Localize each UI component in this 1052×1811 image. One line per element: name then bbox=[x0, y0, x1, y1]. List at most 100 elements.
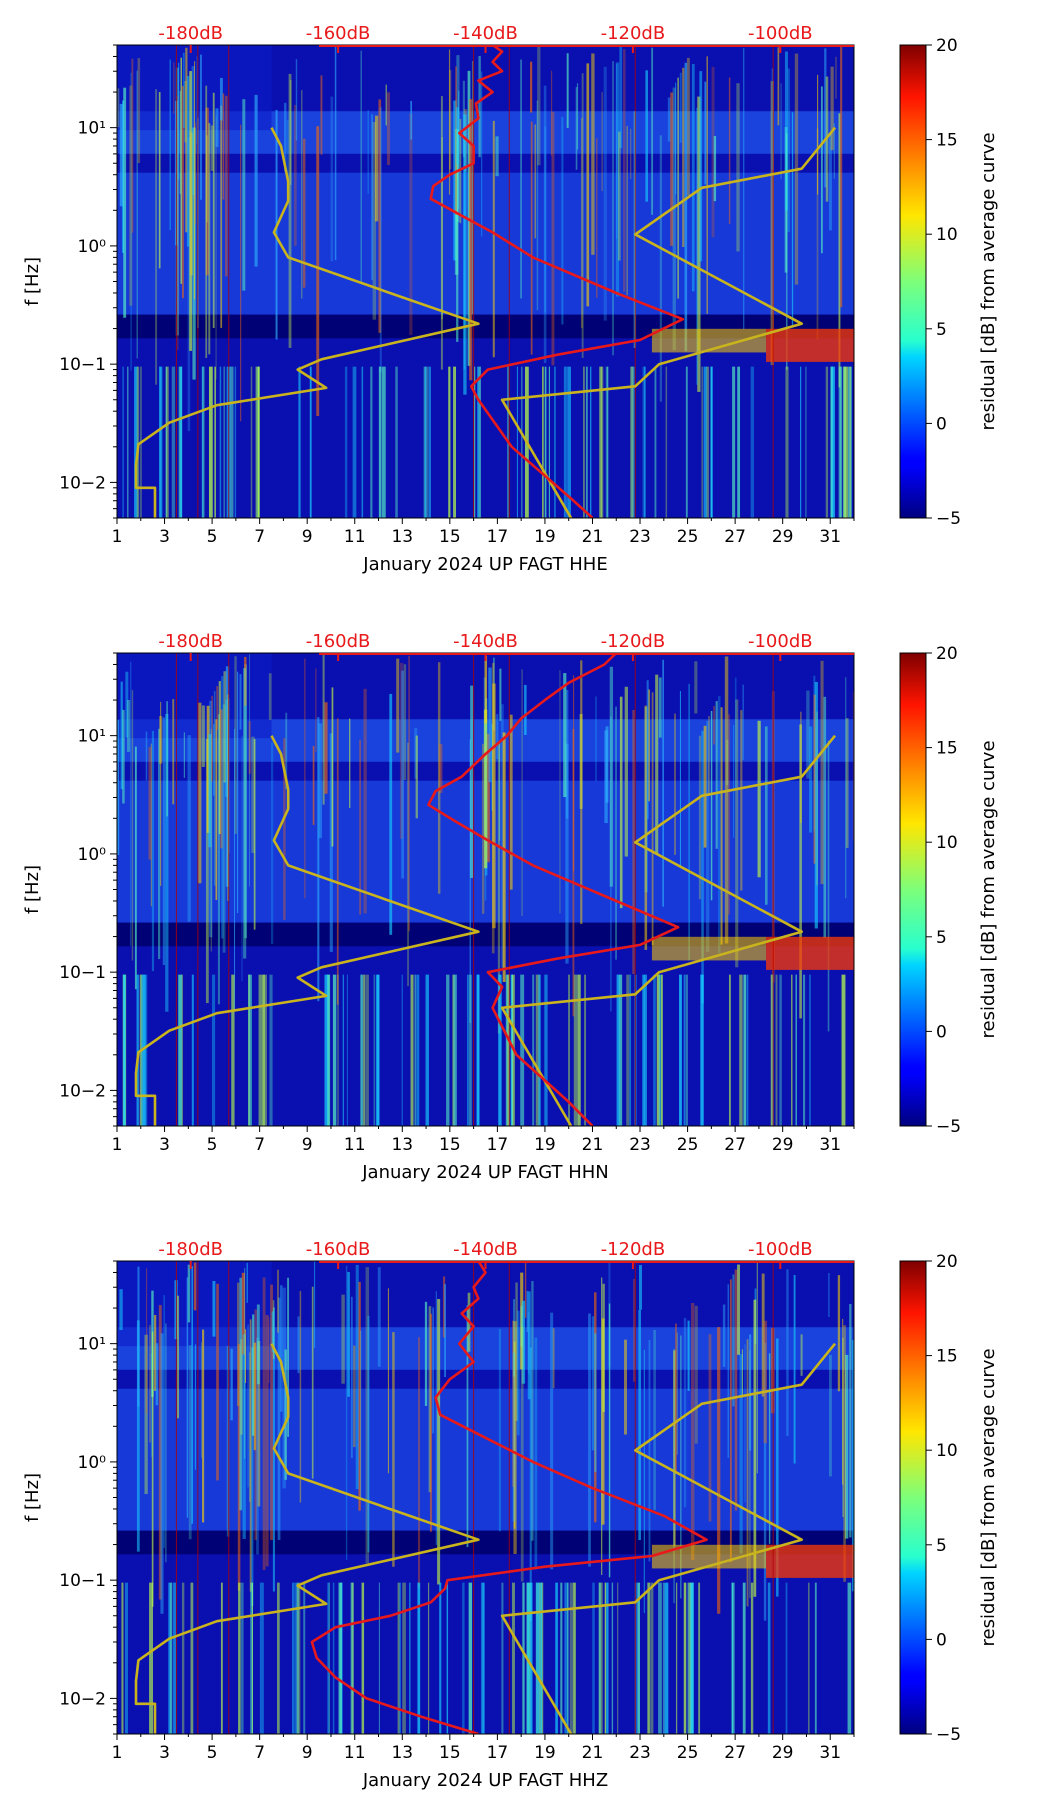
heatmap-streak bbox=[728, 77, 731, 224]
heatmap-streak bbox=[591, 1316, 595, 1451]
heatmap-streak bbox=[448, 49, 451, 195]
heatmap-streak bbox=[544, 126, 547, 313]
heatmap-streak bbox=[708, 1334, 712, 1522]
heatmap-streak bbox=[601, 1318, 605, 1525]
y-tick-label: 10¹ bbox=[78, 727, 106, 747]
heatmap-lowfreq-streak bbox=[642, 366, 645, 518]
heatmap-lowfreq-streak bbox=[173, 1582, 177, 1734]
heatmap-streak bbox=[148, 747, 152, 860]
heatmap-streak bbox=[470, 685, 474, 878]
heatmap-streak bbox=[131, 58, 134, 233]
heatmap-streak bbox=[182, 85, 184, 299]
heatmap-lowfreq-streak bbox=[250, 366, 253, 518]
heatmap-lowfreq-streak bbox=[202, 366, 205, 518]
colorbar-label: residual [dB] from average curve bbox=[978, 132, 999, 430]
heatmap-streak bbox=[194, 122, 196, 224]
heatmap-lowfreq-streak bbox=[402, 1582, 406, 1734]
heatmap-lowfreq-streak bbox=[831, 366, 836, 518]
heatmap-streak bbox=[615, 62, 620, 297]
x-tick-label: 15 bbox=[439, 1135, 461, 1155]
heatmap-streak bbox=[674, 713, 676, 856]
heatmap-lowfreq-streak bbox=[611, 1582, 614, 1734]
y-axis-label: f [Hz] bbox=[22, 257, 43, 306]
colorbar-label: residual [dB] from average curve bbox=[978, 740, 999, 1038]
heatmap-streak bbox=[530, 121, 533, 355]
heatmap-streak bbox=[512, 1352, 516, 1522]
x-axis-label: January 2024 UP FAGT HHN bbox=[361, 1162, 609, 1183]
heatmap-lowfreq-streak bbox=[658, 974, 662, 1126]
heatmap-streak bbox=[249, 1319, 252, 1592]
heatmap-streak bbox=[496, 714, 499, 760]
heatmap-streak bbox=[647, 689, 651, 802]
heatmap-streak bbox=[694, 1305, 698, 1444]
heatmap-streak bbox=[365, 1267, 370, 1564]
heatmap-lowfreq-streak bbox=[577, 974, 581, 1126]
heatmap-streak bbox=[667, 97, 671, 142]
x-tick-label: 1 bbox=[112, 1135, 123, 1155]
heatmap-lowfreq-streak bbox=[327, 974, 331, 1126]
heatmap-streak bbox=[331, 687, 334, 847]
heatmap-streak bbox=[295, 59, 298, 141]
heatmap-streak bbox=[833, 123, 835, 179]
heatmap-lowfreq-streak bbox=[481, 1582, 485, 1734]
heatmap-streak bbox=[516, 1310, 520, 1436]
heatmap-streak bbox=[240, 1339, 244, 1435]
heatmap-lowfreq-streak bbox=[178, 974, 182, 1126]
y-tick-label: 10−2 bbox=[59, 1081, 106, 1101]
heatmap-streak bbox=[442, 1276, 446, 1338]
heatmap-lowfreq-streak bbox=[127, 366, 129, 518]
colorbar bbox=[899, 1260, 927, 1735]
heatmap-streak bbox=[644, 705, 648, 950]
x-tick-label: 31 bbox=[819, 1135, 841, 1155]
colorbar-tick-label: 5 bbox=[936, 928, 947, 948]
heatmap-streak bbox=[734, 677, 737, 790]
heatmap-lowfreq-streak bbox=[373, 974, 376, 1126]
heatmap-lowfreq-streak bbox=[425, 974, 429, 1126]
heatmap-streak bbox=[527, 1291, 531, 1400]
heatmap-lowfreq-streak bbox=[779, 974, 782, 1126]
heatmap-lowfreq-streak bbox=[446, 974, 450, 1126]
heatmap-streak bbox=[244, 664, 248, 939]
colorbar-tick-label: 5 bbox=[936, 320, 947, 340]
heatmap-lowfreq-streak bbox=[397, 1582, 400, 1734]
heatmap-streak bbox=[534, 1337, 538, 1570]
heatmap-lowfreq-streak bbox=[618, 974, 623, 1126]
heatmap-lowfreq-streak bbox=[501, 1582, 504, 1734]
heatmap-streak bbox=[194, 61, 196, 300]
heatmap-lowfreq-streak bbox=[511, 974, 513, 1126]
heatmap-streak bbox=[378, 99, 382, 333]
heatmap-streak bbox=[347, 1272, 350, 1397]
heatmap-lowfreq-streak bbox=[732, 366, 736, 518]
colorbar-tick-label: −5 bbox=[936, 1725, 961, 1745]
heatmap-streak bbox=[208, 123, 211, 355]
heatmap-streak bbox=[200, 54, 202, 200]
heatmap-lowfreq-streak bbox=[573, 1582, 576, 1734]
x-tick-label: 11 bbox=[344, 1135, 366, 1155]
heatmap-lowfreq-streak bbox=[234, 366, 237, 518]
heatmap-lowfreq-streak bbox=[560, 1582, 563, 1734]
db-tick-label: -160dB bbox=[306, 23, 371, 44]
heatmap-lowfreq-streak bbox=[332, 974, 337, 1126]
heatmap-streak bbox=[757, 720, 761, 878]
heatmap-lowfreq-streak bbox=[181, 974, 184, 1126]
heatmap-streak bbox=[744, 1344, 746, 1503]
heatmap-streak bbox=[122, 709, 125, 804]
x-tick-label: 19 bbox=[534, 527, 556, 547]
x-tick-label: 7 bbox=[254, 527, 265, 547]
heatmap-streak bbox=[764, 726, 768, 905]
heatmap-streak bbox=[241, 735, 243, 982]
heatmap-lowfreq-streak bbox=[439, 1582, 442, 1734]
heatmap-streak bbox=[144, 1334, 148, 1495]
heatmap-streak bbox=[185, 47, 188, 233]
heatmap-streak bbox=[136, 1320, 140, 1552]
heatmap-streak bbox=[586, 63, 590, 307]
heatmap-streak bbox=[262, 1277, 266, 1571]
heatmap-streak bbox=[150, 1353, 153, 1457]
heatmap-streak bbox=[254, 94, 258, 267]
heatmap-streak bbox=[220, 105, 223, 328]
heatmap-streak bbox=[237, 1344, 241, 1591]
heatmap-streak bbox=[845, 718, 849, 848]
heatmap-streak bbox=[659, 135, 662, 402]
heatmap-streak bbox=[713, 706, 716, 745]
heatmap-streak bbox=[699, 71, 703, 262]
